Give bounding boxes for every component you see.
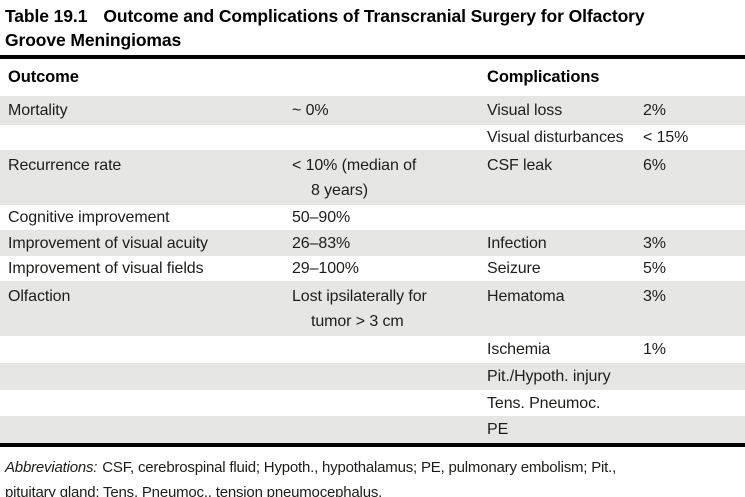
outcome-value: 26–83% bbox=[292, 234, 351, 252]
table-row-pe: PE bbox=[0, 416, 745, 443]
table-title-line1: Table 19.1 Outcome and Complications of T… bbox=[5, 4, 739, 28]
footnote-label: Abbreviations: bbox=[5, 459, 98, 476]
table-row-olfaction: Olfaction Lost ipsilaterally for tumor >… bbox=[0, 281, 745, 336]
outcome-value: ~ 0% bbox=[292, 102, 329, 119]
complication-value: < 15% bbox=[643, 129, 689, 146]
outcome-value-line1: < 10% (median of bbox=[292, 157, 417, 174]
complication-value: 5% bbox=[643, 260, 666, 277]
outcome-value-line2: 8 years) bbox=[311, 182, 368, 199]
complication-label: Visual disturbances bbox=[487, 129, 624, 146]
complication-value: 3% bbox=[643, 234, 666, 252]
table-row-visual-disturbances: Visual disturbances < 15% bbox=[0, 125, 745, 150]
outcome-value: < 10% (median of 8 years) bbox=[292, 153, 487, 203]
table-row-ischemia: Ischemia 1% bbox=[0, 336, 745, 363]
complication-label: Visual loss bbox=[487, 102, 563, 119]
complication-value: 3% bbox=[643, 288, 666, 305]
abbreviations-footnote: Abbreviations: CSF, cerebrospinal fluid; … bbox=[0, 447, 745, 497]
table-row-mortality: Mortality ~ 0% Visual loss 2% bbox=[0, 96, 745, 125]
outcome-label: Cognitive improvement bbox=[8, 209, 170, 226]
outcome-value: Lost ipsilaterally for tumor > 3 cm bbox=[292, 284, 487, 334]
table-row-visual-fields: Improvement of visual fields 29–100% Sei… bbox=[0, 256, 745, 281]
bottom-rule bbox=[0, 443, 745, 447]
outcome-value-line1: Lost ipsilaterally for bbox=[292, 288, 427, 305]
column-header-outcome: Outcome bbox=[8, 68, 79, 86]
complication-label: Ischemia bbox=[487, 341, 551, 358]
outcome-value: 29–100% bbox=[292, 260, 359, 277]
complication-label: CSF leak bbox=[487, 157, 552, 174]
table-caption-part2: Groove Meningiomas bbox=[5, 30, 182, 50]
complication-label: Hematoma bbox=[487, 288, 565, 305]
complication-value: 6% bbox=[643, 157, 666, 174]
complication-value: 2% bbox=[643, 102, 666, 119]
outcome-value: 50–90% bbox=[292, 209, 351, 226]
outcome-value-line2: tumor > 3 cm bbox=[311, 313, 404, 330]
column-header-complications: Complications bbox=[487, 68, 600, 86]
table-row-cognitive-improvement: Cognitive improvement 50–90% bbox=[0, 205, 745, 230]
outcome-label: Mortality bbox=[8, 102, 68, 119]
top-rule bbox=[0, 55, 745, 59]
outcome-label: Improvement of visual fields bbox=[8, 260, 204, 277]
outcome-label: Olfaction bbox=[8, 288, 71, 305]
complication-label: Infection bbox=[487, 234, 547, 252]
complication-label: PE bbox=[487, 421, 509, 438]
table-row-visual-acuity: Improvement of visual acuity 26–83% Infe… bbox=[0, 230, 745, 256]
table-row-pit-hypoth-injury: Pit./Hypoth. injury bbox=[0, 363, 745, 390]
footnote-text-line1: CSF, cerebrospinal fluid; Hypoth., hypot… bbox=[102, 459, 617, 476]
table-number: Table 19.1 bbox=[5, 6, 88, 26]
outcome-label: Recurrence rate bbox=[8, 157, 122, 174]
table-row-recurrence-rate: Recurrence rate < 10% (median of 8 years… bbox=[0, 150, 745, 205]
table-body: Mortality ~ 0% Visual loss 2% Visual dis… bbox=[0, 96, 745, 443]
complication-label: Pit./Hypoth. injury bbox=[487, 368, 611, 385]
table-title: Table 19.1 Outcome and Complications of T… bbox=[0, 0, 745, 52]
footnote-line1: Abbreviations: CSF, cerebrospinal fluid; … bbox=[5, 455, 739, 480]
table-caption-part1: Outcome and Complications of Transcrania… bbox=[103, 6, 645, 26]
complication-value: 1% bbox=[643, 341, 666, 358]
table-row-tens-pneumoc: Tens. Pneumoc. bbox=[0, 390, 745, 416]
footnote-text-line2: pituitary gland; Tens. Pneumoc., tension… bbox=[5, 484, 383, 497]
outcome-label: Improvement of visual acuity bbox=[8, 234, 208, 252]
complication-label: Seizure bbox=[487, 260, 541, 277]
column-header-row: Outcome Complications bbox=[0, 59, 745, 96]
complication-label: Tens. Pneumoc. bbox=[487, 394, 601, 412]
